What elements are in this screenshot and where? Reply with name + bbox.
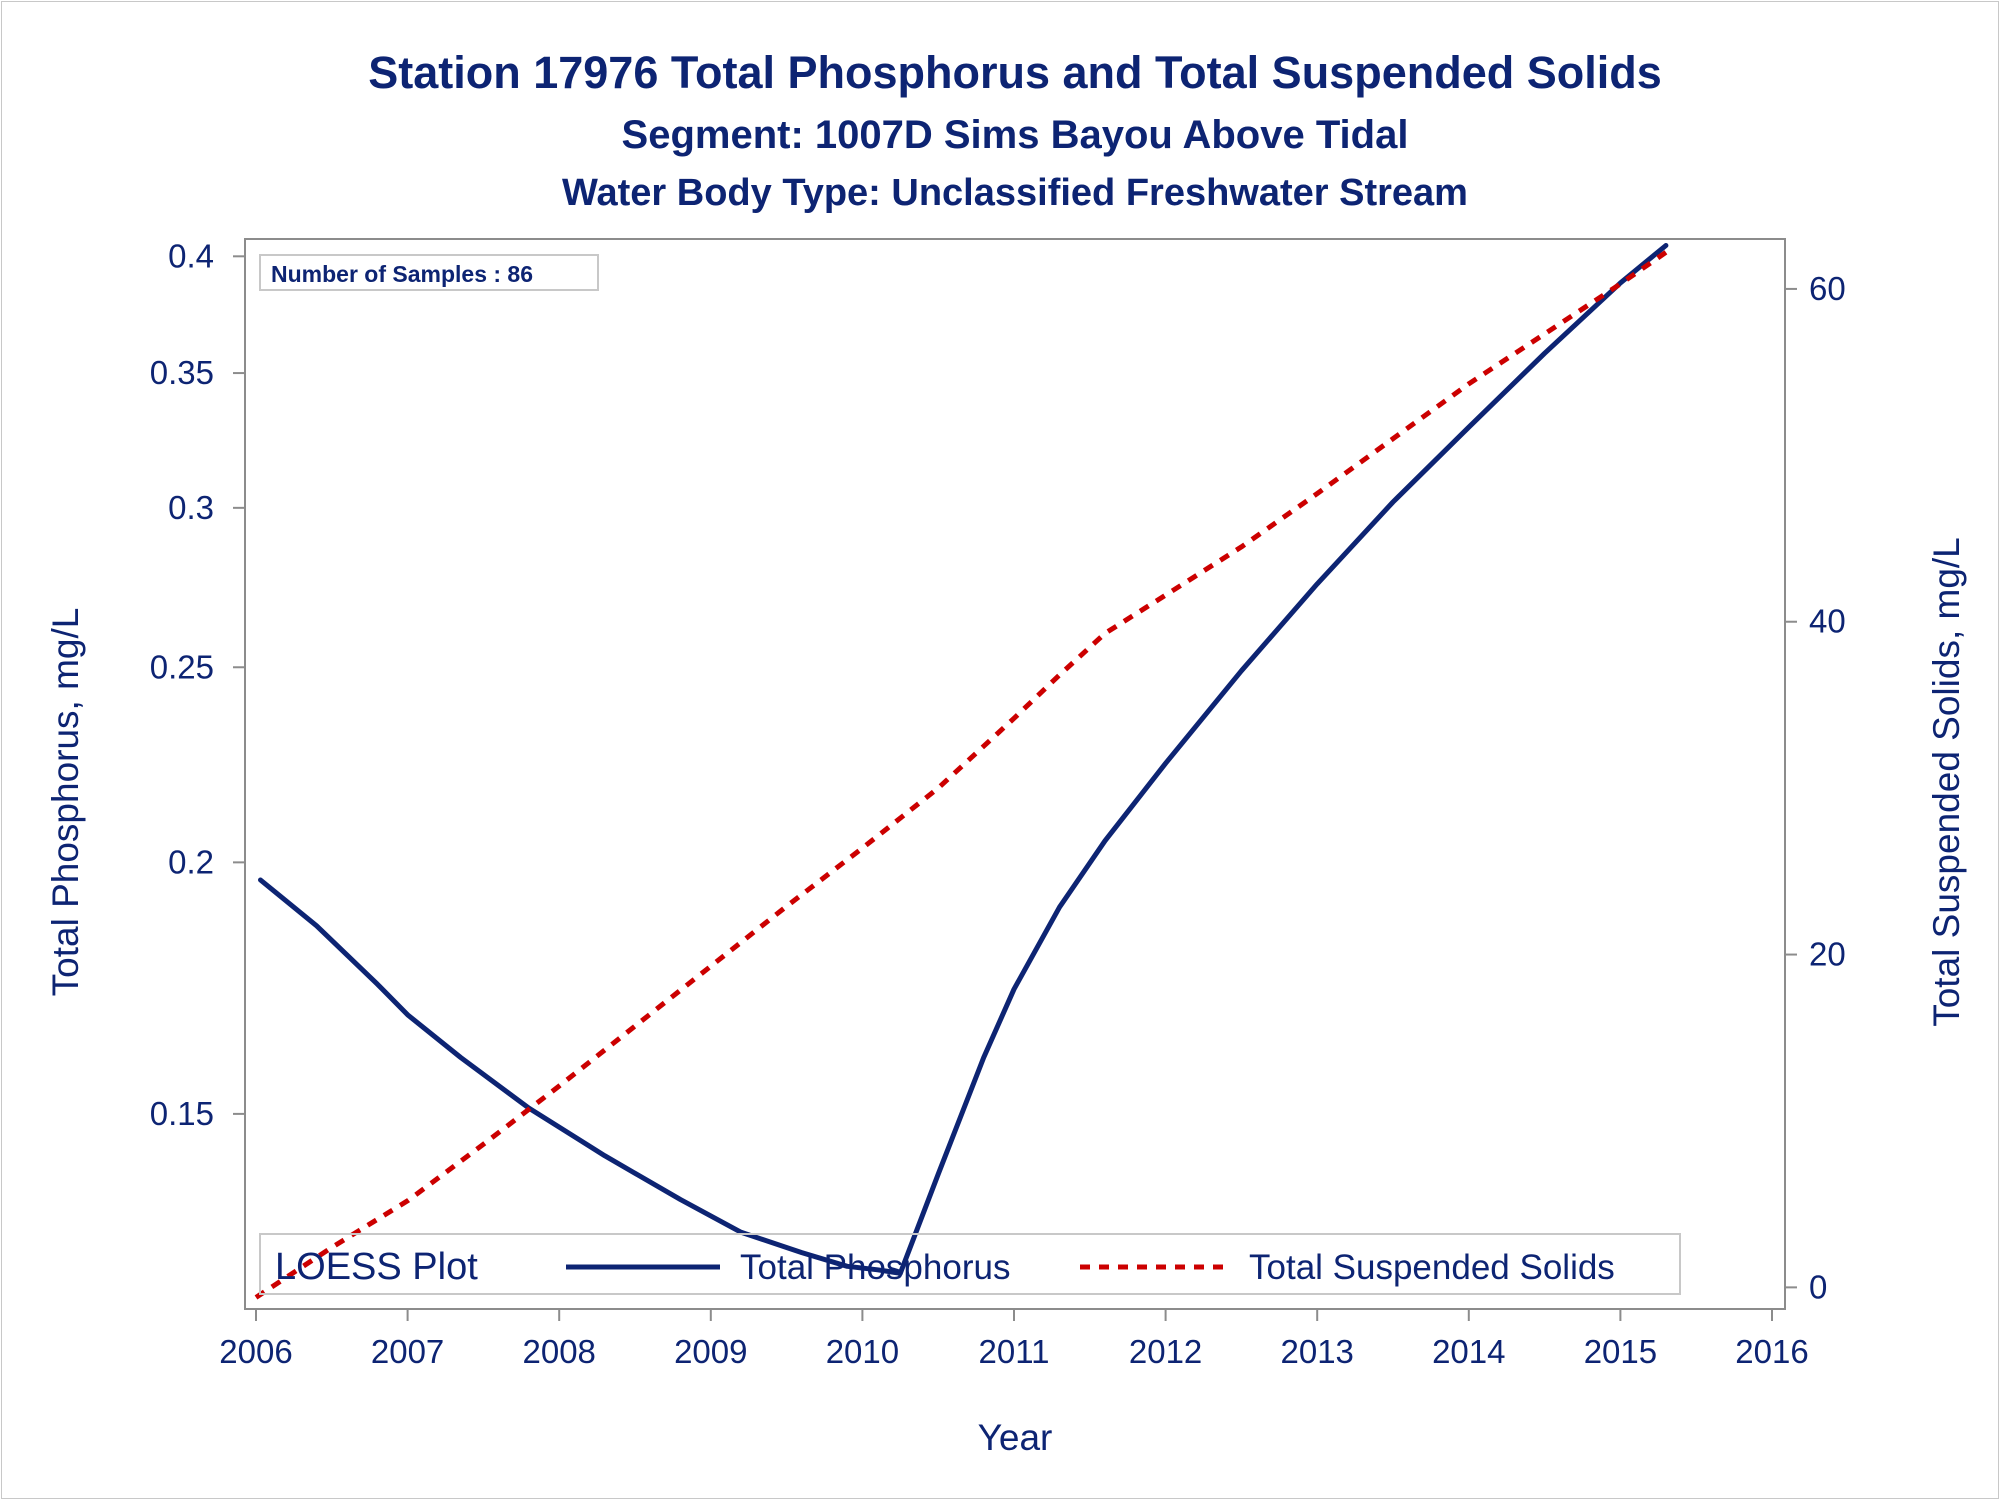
legend-box: [259, 1233, 1681, 1295]
y-tick-label: 0.15: [150, 1095, 214, 1132]
y2-tick-label: 40: [1809, 603, 1846, 640]
y-axis-left: 0.15 0.2 0.25 0.3 0.35 0.4: [150, 237, 245, 1132]
chart-title: Station 17976 Total Phosphorus and Total…: [368, 47, 1662, 98]
x-tick-label: 2010: [826, 1333, 899, 1370]
legend-label-tss: Total Suspended Solids: [1249, 1248, 1615, 1287]
y-tick-label: 0.3: [168, 489, 214, 526]
chart-subtitle-water-body: Water Body Type: Unclassified Freshwater…: [562, 172, 1468, 214]
chart-subtitle-segment: Segment: 1007D Sims Bayou Above Tidal: [622, 113, 1409, 157]
samples-inset-text: Number of Samples : 86: [271, 261, 533, 287]
samples-inset: Number of Samples : 86: [259, 254, 599, 291]
y-tick-label: 0.4: [168, 237, 214, 274]
series-line-total-suspended-solids: [254, 250, 1668, 1300]
x-tick-label: 2006: [219, 1333, 292, 1370]
plot-area: [244, 238, 1786, 1310]
samples-inset-box: [259, 254, 599, 291]
y-tick-label: 0.2: [168, 843, 214, 880]
x-tick-label: 2009: [674, 1333, 747, 1370]
y2-tick-label: 0: [1809, 1268, 1827, 1305]
legend: LOESS Plot Total Phosphorus Total Suspen…: [259, 1233, 1681, 1295]
x-tick-label: 2012: [1129, 1333, 1202, 1370]
y-tick-label: 0.25: [150, 648, 214, 685]
x-axis-label: Year: [978, 1417, 1053, 1458]
x-tick-label: 2013: [1280, 1333, 1353, 1370]
x-tick-label: 2014: [1432, 1333, 1505, 1370]
y-tick-label: 0.35: [150, 354, 214, 391]
y2-tick-label: 20: [1809, 936, 1846, 973]
legend-title: LOESS Plot: [275, 1246, 478, 1288]
y2-tick-label: 60: [1809, 270, 1846, 307]
series-line-total-phosphorus: [258, 243, 1669, 1276]
series-layer: [254, 243, 1669, 1300]
legend-label-phosphorus: Total Phosphorus: [740, 1248, 1010, 1287]
x-axis: 2006 2007 2008 2009 2010 2011 2012 2013 2014 2015…: [219, 1309, 1809, 1370]
y-axis-right: 0 20 40 60: [1785, 270, 1846, 1305]
y-axis-left-label: Total Phosphorus, mg/L: [45, 608, 86, 997]
x-tick-label: 2007: [371, 1333, 444, 1370]
x-tick-label: 2016: [1735, 1333, 1808, 1370]
x-tick-label: 2015: [1584, 1333, 1657, 1370]
x-tick-label: 2008: [522, 1333, 595, 1370]
x-tick-label: 2011: [979, 1333, 1050, 1370]
y-axis-right-label: Total Suspended Solids, mg/L: [1926, 537, 1967, 1027]
